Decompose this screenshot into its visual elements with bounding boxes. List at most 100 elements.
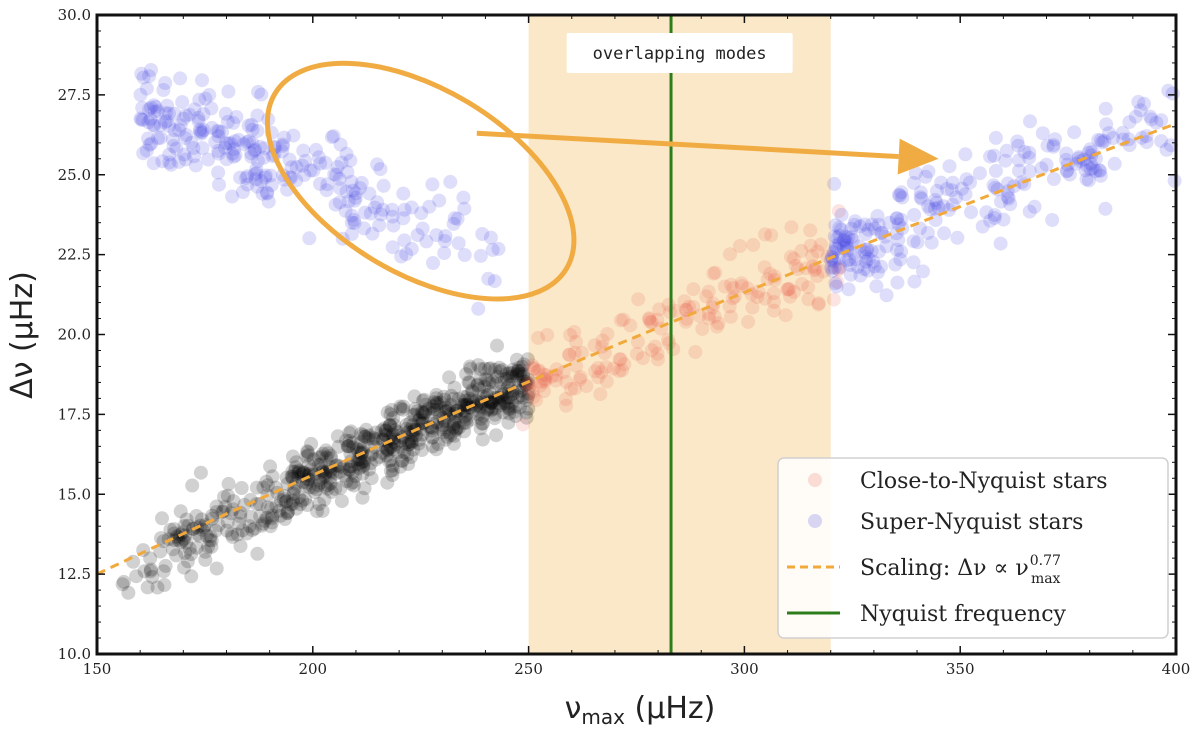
data-point xyxy=(949,190,964,205)
data-point xyxy=(415,427,430,442)
data-point xyxy=(134,112,149,127)
data-point xyxy=(861,263,875,278)
data-point xyxy=(169,548,184,563)
data-point xyxy=(994,194,1008,209)
data-point xyxy=(482,399,497,414)
data-point xyxy=(299,478,313,493)
legend-box xyxy=(777,457,1169,639)
legend-scaling-exp: 0.77 xyxy=(1030,553,1061,569)
data-point xyxy=(867,221,882,236)
data-point xyxy=(347,215,362,230)
data-point xyxy=(910,235,925,250)
data-point xyxy=(456,390,471,404)
data-point xyxy=(310,504,324,519)
data-point xyxy=(879,288,894,303)
data-point xyxy=(501,399,516,414)
data-point xyxy=(708,265,723,280)
data-point xyxy=(295,493,310,508)
data-point xyxy=(320,481,335,496)
data-point xyxy=(242,134,256,149)
data-point xyxy=(780,282,795,297)
data-point xyxy=(397,202,412,217)
data-point xyxy=(493,364,508,379)
data-point xyxy=(532,363,547,378)
data-point xyxy=(1083,156,1098,171)
data-point xyxy=(447,428,462,443)
data-point xyxy=(923,202,938,217)
scaling-line xyxy=(96,122,1177,576)
data-point xyxy=(277,489,292,503)
data-point xyxy=(136,146,151,161)
data-point xyxy=(921,164,936,179)
data-point xyxy=(512,400,527,415)
data-point xyxy=(191,110,206,125)
data-point xyxy=(358,205,372,220)
data-point xyxy=(889,211,904,226)
data-point xyxy=(907,274,922,289)
data-point xyxy=(816,264,831,279)
data-point xyxy=(356,428,371,443)
data-point xyxy=(414,206,429,221)
data-point xyxy=(394,440,408,455)
data-point xyxy=(562,347,576,362)
data-point xyxy=(574,345,589,360)
data-point xyxy=(1059,146,1074,161)
data-point xyxy=(635,351,650,366)
data-point xyxy=(882,215,897,230)
data-point xyxy=(558,392,573,406)
data-point xyxy=(291,463,306,478)
data-point xyxy=(311,457,326,472)
data-point xyxy=(141,115,156,130)
data-point xyxy=(230,527,245,542)
data-point xyxy=(810,244,825,259)
data-point xyxy=(286,128,301,143)
data-point xyxy=(208,523,223,538)
data-point xyxy=(427,395,442,410)
data-point xyxy=(1046,139,1061,154)
data-point xyxy=(273,508,288,523)
data-point xyxy=(436,389,451,404)
x-tick-label: 250 xyxy=(514,660,543,678)
data-point xyxy=(888,257,903,272)
data-point xyxy=(987,208,1002,223)
data-point xyxy=(958,147,973,162)
data-point xyxy=(480,402,495,417)
data-point xyxy=(245,523,260,537)
data-point xyxy=(395,453,410,468)
data-point xyxy=(379,428,394,443)
data-point xyxy=(519,405,534,420)
data-point xyxy=(169,141,184,156)
data-point xyxy=(858,227,873,242)
y-tick-label: 22.5 xyxy=(58,246,91,264)
data-point xyxy=(803,238,818,253)
data-point xyxy=(372,449,387,464)
data-point xyxy=(556,365,571,380)
data-point xyxy=(1143,109,1158,124)
data-point xyxy=(847,246,862,261)
data-point xyxy=(457,410,472,425)
data-point xyxy=(986,178,1001,193)
data-point xyxy=(377,427,392,442)
data-point xyxy=(309,482,324,497)
data-point xyxy=(133,87,148,102)
data-point xyxy=(144,562,158,577)
data-point xyxy=(142,102,156,117)
data-point xyxy=(178,152,193,167)
data-point xyxy=(344,424,358,439)
data-point xyxy=(362,462,377,477)
data-point xyxy=(461,375,476,390)
data-point xyxy=(408,401,423,416)
data-point xyxy=(471,301,486,316)
data-point xyxy=(707,309,722,324)
data-point xyxy=(525,384,540,399)
data-point xyxy=(786,251,801,266)
data-point xyxy=(146,118,161,133)
data-point xyxy=(482,384,497,399)
data-point xyxy=(832,220,847,235)
data-point xyxy=(595,333,610,348)
data-point xyxy=(1122,115,1137,130)
overlap-label: overlapping modes xyxy=(593,44,767,64)
data-point xyxy=(1071,151,1086,166)
data-point xyxy=(824,260,839,275)
x-axis-label-sub: max xyxy=(581,705,625,729)
